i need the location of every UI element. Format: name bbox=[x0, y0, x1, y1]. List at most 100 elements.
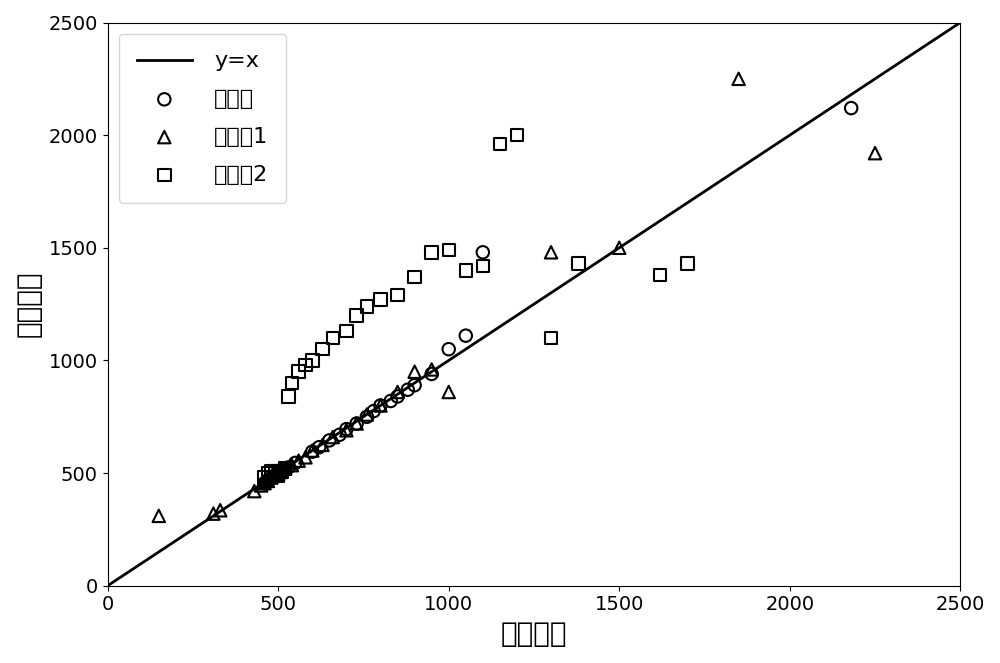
训练集 bbox=[338, 424, 354, 434]
训练集 bbox=[424, 369, 440, 379]
训练集 bbox=[287, 457, 303, 468]
测试集1 bbox=[407, 367, 423, 377]
测试集2 bbox=[297, 359, 313, 370]
训练集 bbox=[321, 435, 337, 446]
测试集2 bbox=[277, 463, 293, 474]
测试集2 bbox=[263, 465, 279, 476]
测试集2 bbox=[280, 391, 296, 402]
测试集2 bbox=[424, 247, 440, 258]
测试集1 bbox=[246, 486, 262, 497]
测试集2 bbox=[359, 301, 375, 312]
测试集1 bbox=[304, 446, 320, 456]
测试集1 bbox=[257, 478, 273, 489]
训练集 bbox=[373, 400, 389, 411]
测试集1 bbox=[212, 505, 228, 516]
测试集1 bbox=[267, 470, 283, 481]
训练集 bbox=[280, 462, 296, 473]
测试集1 bbox=[338, 425, 354, 436]
测试集1 bbox=[325, 432, 341, 442]
训练集 bbox=[262, 474, 278, 485]
训练集 bbox=[267, 471, 283, 481]
测试集1 bbox=[359, 409, 375, 420]
Legend: y=x, 训练集, 测试集1, 测试集2: y=x, 训练集, 测试集1, 测试集2 bbox=[119, 34, 286, 202]
测试集2 bbox=[679, 259, 695, 269]
测试集1 bbox=[611, 243, 627, 253]
训练集 bbox=[266, 471, 282, 482]
测试集1 bbox=[441, 387, 457, 397]
测试集1 bbox=[274, 467, 290, 477]
测试集2 bbox=[652, 270, 668, 280]
训练集 bbox=[407, 380, 423, 391]
测试集2 bbox=[390, 290, 406, 300]
测试集2 bbox=[257, 472, 273, 483]
训练集 bbox=[263, 473, 279, 484]
测试集2 bbox=[284, 378, 300, 389]
测试集1 bbox=[867, 148, 883, 158]
测试集1 bbox=[731, 74, 747, 84]
测试集2 bbox=[304, 355, 320, 366]
训练集 bbox=[400, 385, 416, 395]
训练集 bbox=[843, 103, 859, 113]
训练集 bbox=[349, 418, 365, 429]
训练集 bbox=[273, 467, 289, 477]
测试集2 bbox=[267, 465, 283, 476]
测试集2 bbox=[270, 470, 286, 481]
训练集 bbox=[267, 470, 283, 481]
训练集 bbox=[311, 442, 327, 452]
训练集 bbox=[264, 472, 280, 483]
测试集2 bbox=[509, 130, 525, 141]
训练集 bbox=[270, 469, 286, 479]
测试集2 bbox=[260, 468, 276, 479]
测试集1 bbox=[543, 247, 559, 258]
训练集 bbox=[271, 468, 287, 479]
测试集1 bbox=[349, 418, 365, 429]
测试集2 bbox=[458, 265, 474, 276]
测试集2 bbox=[349, 310, 365, 321]
训练集 bbox=[260, 475, 276, 485]
测试集1 bbox=[263, 472, 279, 483]
训练集 bbox=[268, 469, 284, 480]
测试集1 bbox=[277, 463, 293, 474]
测试集2 bbox=[441, 245, 457, 255]
训练集 bbox=[258, 477, 274, 487]
测试集1 bbox=[253, 480, 269, 491]
测试集2 bbox=[373, 294, 389, 305]
测试集2 bbox=[407, 272, 423, 282]
训练集 bbox=[441, 344, 457, 355]
训练集 bbox=[383, 396, 399, 406]
测试集1 bbox=[284, 460, 300, 471]
X-axis label: 真实寿命: 真实寿命 bbox=[501, 620, 567, 648]
测试集1 bbox=[315, 440, 331, 450]
测试集2 bbox=[325, 333, 341, 343]
测试集2 bbox=[475, 261, 491, 271]
测试集2 bbox=[274, 465, 290, 476]
训练集 bbox=[304, 446, 320, 457]
Y-axis label: 预测寿命: 预测寿命 bbox=[15, 271, 43, 337]
训练集 bbox=[261, 475, 277, 485]
训练集 bbox=[390, 391, 406, 402]
训练集 bbox=[265, 472, 281, 483]
测试集1 bbox=[390, 387, 406, 397]
测试集2 bbox=[315, 344, 331, 355]
测试集1 bbox=[297, 452, 313, 463]
测试集2 bbox=[291, 367, 307, 377]
测试集1 bbox=[205, 509, 221, 519]
训练集 bbox=[275, 464, 291, 475]
测试集1 bbox=[151, 511, 167, 521]
测试集1 bbox=[373, 400, 389, 411]
训练集 bbox=[332, 430, 348, 440]
测试集2 bbox=[492, 139, 508, 149]
训练集 bbox=[257, 478, 273, 489]
训练集 bbox=[458, 330, 474, 341]
训练集 bbox=[270, 468, 286, 479]
训练集 bbox=[272, 467, 288, 478]
训练集 bbox=[274, 465, 290, 476]
训练集 bbox=[475, 247, 491, 258]
测试集2 bbox=[338, 326, 354, 336]
训练集 bbox=[366, 406, 382, 416]
训练集 bbox=[263, 473, 279, 483]
测试集1 bbox=[260, 475, 276, 486]
训练集 bbox=[274, 465, 290, 475]
测试集1 bbox=[270, 469, 286, 479]
测试集1 bbox=[291, 455, 307, 466]
